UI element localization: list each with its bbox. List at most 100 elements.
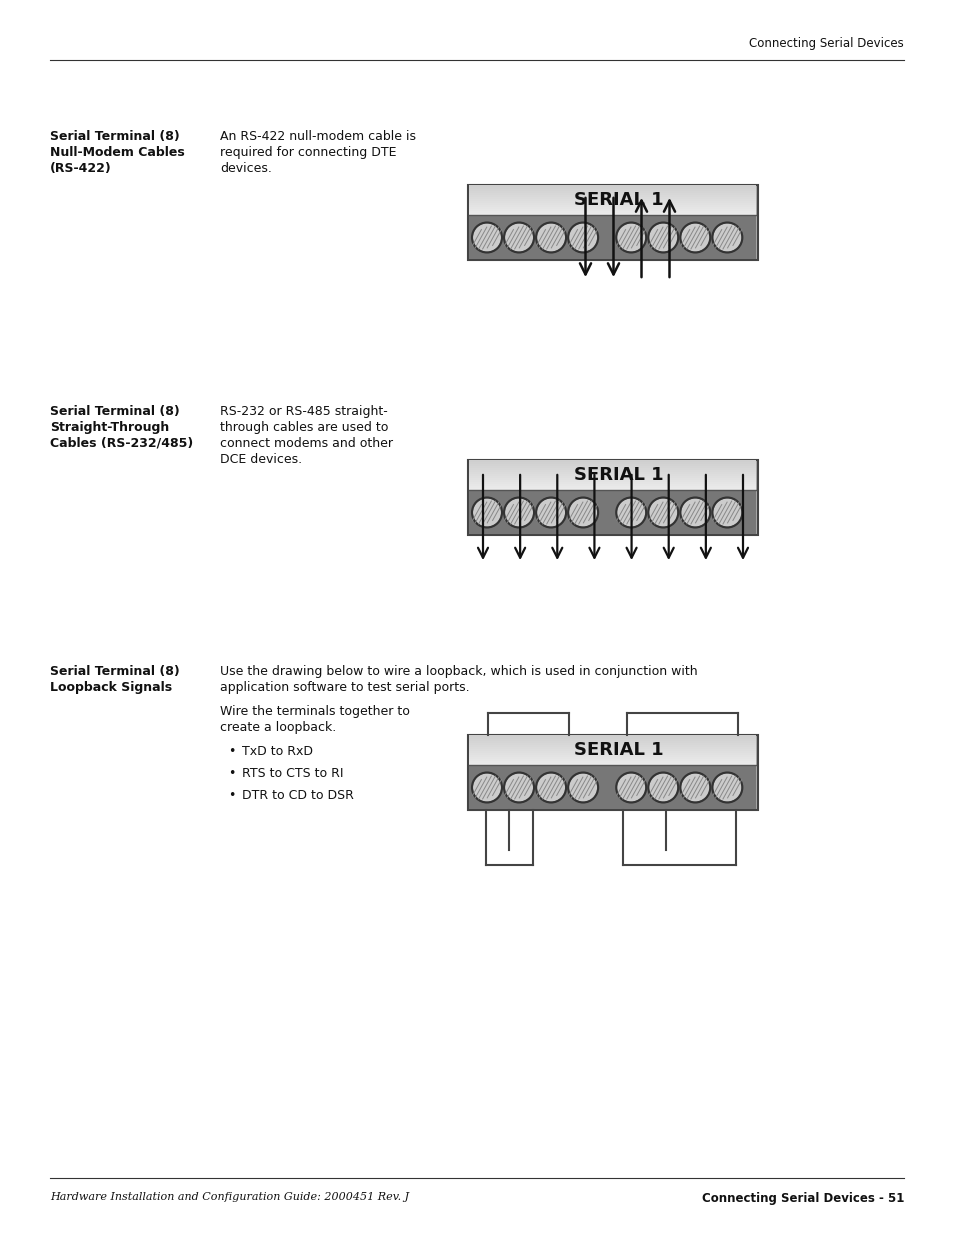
- Text: Wire the terminals together to: Wire the terminals together to: [220, 705, 410, 718]
- Bar: [469, 473, 756, 475]
- Bar: [469, 736, 756, 739]
- Text: RTS to CTS to RI: RTS to CTS to RI: [242, 767, 343, 781]
- Bar: [469, 459, 756, 462]
- Bar: [469, 739, 756, 741]
- Circle shape: [649, 773, 677, 802]
- Circle shape: [537, 224, 564, 252]
- Text: Loopback Signals: Loopback Signals: [50, 680, 172, 694]
- Bar: [469, 752, 756, 755]
- Bar: [469, 203, 756, 205]
- Bar: [469, 490, 756, 534]
- Bar: [469, 186, 756, 189]
- Bar: [469, 748, 756, 751]
- Text: through cables are used to: through cables are used to: [220, 421, 388, 433]
- Circle shape: [617, 773, 644, 802]
- Bar: [469, 190, 756, 193]
- Text: Straight-Through: Straight-Through: [50, 421, 169, 433]
- Text: RS-232 or RS-485 straight-: RS-232 or RS-485 straight-: [220, 405, 387, 417]
- Bar: [469, 472, 756, 474]
- Text: connect modems and other: connect modems and other: [220, 437, 393, 450]
- Text: SERIAL 1: SERIAL 1: [574, 466, 663, 484]
- Text: Connecting Serial Devices - 51: Connecting Serial Devices - 51: [700, 1192, 903, 1205]
- Bar: [469, 741, 756, 743]
- Bar: [469, 746, 756, 748]
- Text: DTR to CD to DSR: DTR to CD to DSR: [242, 789, 354, 802]
- Bar: [469, 761, 756, 763]
- Circle shape: [537, 773, 564, 802]
- Circle shape: [569, 224, 597, 252]
- Text: Serial Terminal (8): Serial Terminal (8): [50, 405, 179, 417]
- Circle shape: [473, 773, 500, 802]
- Circle shape: [504, 773, 533, 802]
- Text: Null-Modem Cables: Null-Modem Cables: [50, 146, 185, 159]
- Bar: [469, 468, 756, 471]
- Bar: [469, 742, 756, 745]
- Circle shape: [504, 224, 533, 252]
- Bar: [468, 735, 758, 810]
- Circle shape: [680, 224, 708, 252]
- Bar: [469, 193, 756, 195]
- Bar: [469, 475, 756, 478]
- Bar: [469, 485, 756, 488]
- Text: Use the drawing below to wire a loopback, which is used in conjunction with: Use the drawing below to wire a loopback…: [220, 664, 697, 678]
- Bar: [469, 206, 756, 209]
- Text: •: •: [228, 745, 235, 758]
- Text: create a loopback.: create a loopback.: [220, 721, 335, 734]
- Bar: [469, 488, 756, 490]
- Bar: [469, 194, 756, 198]
- Circle shape: [617, 499, 644, 526]
- Circle shape: [649, 224, 677, 252]
- Bar: [469, 196, 756, 199]
- Bar: [468, 185, 758, 261]
- Text: application software to test serial ports.: application software to test serial port…: [220, 680, 469, 694]
- Circle shape: [473, 499, 500, 526]
- Bar: [469, 482, 756, 484]
- Bar: [469, 184, 756, 186]
- Text: Serial Terminal (8): Serial Terminal (8): [50, 130, 179, 143]
- Circle shape: [713, 224, 740, 252]
- Text: TxD to RxD: TxD to RxD: [242, 745, 313, 758]
- Circle shape: [649, 499, 677, 526]
- Bar: [468, 459, 758, 535]
- Circle shape: [617, 224, 644, 252]
- Bar: [469, 483, 756, 487]
- Text: An RS-422 null-modem cable is: An RS-422 null-modem cable is: [220, 130, 416, 143]
- Bar: [469, 200, 756, 203]
- Bar: [469, 212, 756, 215]
- Circle shape: [569, 773, 597, 802]
- Bar: [469, 758, 756, 761]
- Bar: [469, 189, 756, 191]
- Circle shape: [537, 499, 564, 526]
- Text: (RS-422): (RS-422): [50, 162, 112, 175]
- Circle shape: [680, 773, 708, 802]
- Text: devices.: devices.: [220, 162, 272, 175]
- Bar: [469, 751, 756, 753]
- Bar: [469, 755, 756, 757]
- Circle shape: [713, 773, 740, 802]
- Bar: [469, 463, 756, 466]
- Bar: [469, 462, 756, 464]
- Bar: [469, 199, 756, 201]
- Bar: [469, 209, 756, 211]
- Bar: [469, 210, 756, 212]
- Text: •: •: [228, 767, 235, 781]
- Bar: [469, 764, 756, 809]
- Text: SERIAL 1: SERIAL 1: [574, 741, 663, 760]
- Circle shape: [569, 499, 597, 526]
- Circle shape: [713, 499, 740, 526]
- Text: •: •: [228, 789, 235, 802]
- Bar: [469, 215, 756, 258]
- Text: Serial Terminal (8): Serial Terminal (8): [50, 664, 179, 678]
- Bar: [469, 205, 756, 207]
- Text: Cables (RS-232/485): Cables (RS-232/485): [50, 437, 193, 450]
- Text: SERIAL 1: SERIAL 1: [574, 191, 663, 209]
- Bar: [469, 762, 756, 764]
- Bar: [469, 757, 756, 760]
- Text: Hardware Installation and Configuration Guide: 2000451 Rev. J: Hardware Installation and Configuration …: [50, 1192, 409, 1202]
- Bar: [469, 479, 756, 482]
- Text: Connecting Serial Devices: Connecting Serial Devices: [748, 37, 903, 49]
- Text: required for connecting DTE: required for connecting DTE: [220, 146, 396, 159]
- Bar: [469, 745, 756, 747]
- Circle shape: [504, 499, 533, 526]
- Bar: [469, 469, 756, 472]
